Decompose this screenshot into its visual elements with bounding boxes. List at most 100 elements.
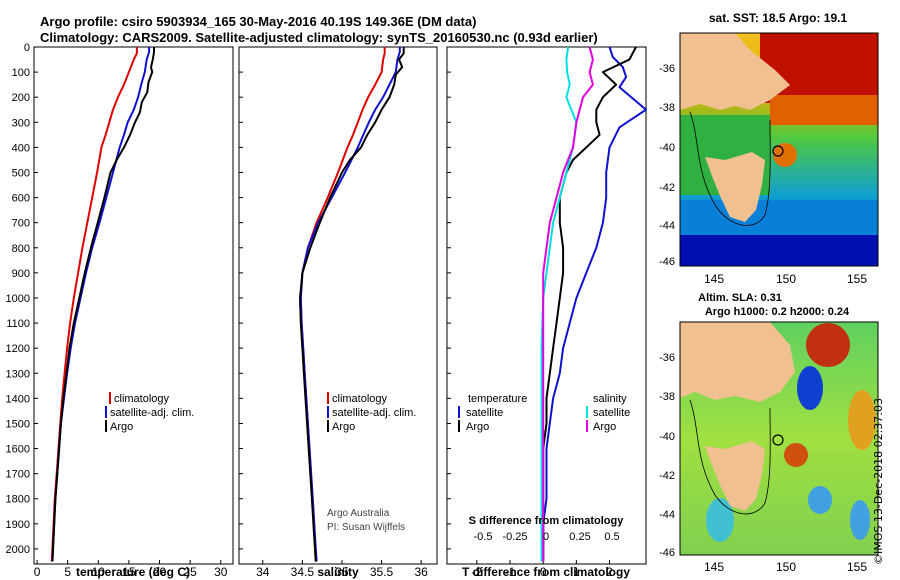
sla-profile-marker bbox=[772, 434, 784, 446]
series-line-argo bbox=[299, 47, 405, 562]
sla-map-title-1: Altim. SLA: 0.31 bbox=[698, 292, 782, 304]
lat-tick: -42 bbox=[659, 182, 675, 194]
header-title-line1: Argo profile: csiro 5903934_165 30-May-2… bbox=[40, 14, 476, 29]
y-tick-label: 1600 bbox=[6, 444, 30, 456]
series-line-s-satellite bbox=[540, 46, 578, 562]
sla-map bbox=[680, 322, 878, 555]
x-tick-label: 25 bbox=[183, 565, 197, 579]
x-tick-label: 10 bbox=[92, 565, 106, 579]
x-tick-label: 35 bbox=[335, 565, 349, 579]
tasmania-land bbox=[705, 152, 765, 222]
annotation-line1: Argo Australia bbox=[327, 508, 390, 519]
sla-low-south bbox=[808, 486, 832, 514]
series-line-s-argo bbox=[542, 46, 594, 562]
legend-s-argo-label: Argo bbox=[593, 421, 616, 433]
tasmania-land bbox=[705, 441, 765, 511]
x-tick-label: 0 bbox=[540, 565, 547, 579]
lat-tick: -42 bbox=[659, 470, 675, 482]
s-tick-label: -0.25 bbox=[502, 531, 527, 543]
lat-tick: -38 bbox=[659, 102, 675, 114]
y-tick-label: 1700 bbox=[6, 469, 30, 481]
difference-legend: temperature satellite Argo salinity sate… bbox=[458, 393, 630, 433]
mainland-land bbox=[680, 33, 790, 110]
mainland-land bbox=[680, 322, 795, 402]
y-tick-label: 2000 bbox=[6, 544, 30, 556]
sla-lon-axis: 145 150 155 bbox=[704, 560, 867, 574]
y-tick-label: 800 bbox=[12, 243, 30, 255]
legend-satellite-label: satellite-adj. clim. bbox=[110, 407, 194, 419]
annotation-line2: PI: Susan Wijffels bbox=[327, 522, 405, 533]
legend-s-satellite-label: satellite bbox=[593, 407, 630, 419]
y-tick-label: 1200 bbox=[6, 343, 30, 355]
lon-tick: 155 bbox=[847, 272, 867, 286]
lat-tick: -46 bbox=[659, 256, 675, 268]
sst-deep-blue bbox=[680, 235, 878, 266]
salinity-panel bbox=[238, 46, 438, 565]
legend-satellite-label: satellite-adj. clim. bbox=[332, 407, 416, 419]
y-tick-label: 1800 bbox=[6, 494, 30, 506]
difference-xlabel: T difference from climatology bbox=[462, 565, 630, 579]
s-axis-ticks: -0.5 -0.25 0 0.25 0.5 bbox=[474, 531, 620, 543]
x-tick-label: 5 bbox=[64, 565, 71, 579]
lon-tick: 150 bbox=[776, 560, 796, 574]
sla-low-west bbox=[706, 498, 734, 542]
sst-lat-axis: -36 -38 -40 -42 -44 -46 bbox=[659, 63, 675, 268]
sla-map-frame bbox=[679, 321, 879, 556]
header-title-line2: Climatology: CARS2009. Satellite-adjuste… bbox=[40, 30, 598, 45]
y-tick-label: 700 bbox=[12, 218, 30, 230]
x-tick-label: 1 bbox=[573, 565, 580, 579]
sla-map-title-2: Argo h1000: 0.2 h2000: 0.24 bbox=[705, 306, 850, 318]
lon-tick: 155 bbox=[847, 560, 867, 574]
shelf-contour bbox=[689, 399, 771, 515]
y-tick-label: 1900 bbox=[6, 519, 30, 531]
legend-t-satellite-label: satellite bbox=[466, 407, 503, 419]
x-tick-label: 34 bbox=[256, 565, 270, 579]
s-tick-label: 0.25 bbox=[569, 531, 590, 543]
s-tick-label: 0.5 bbox=[604, 531, 619, 543]
lat-tick: -40 bbox=[659, 431, 675, 443]
lon-tick: 145 bbox=[704, 560, 724, 574]
x-tick-label: 36 bbox=[414, 565, 428, 579]
temperature-xlabel: temperature (deg C) bbox=[76, 565, 190, 579]
lat-tick: -44 bbox=[659, 509, 675, 521]
y-tick-label: 900 bbox=[12, 268, 30, 280]
x-tick-label: -1 bbox=[505, 565, 516, 579]
series-line-t-satellite bbox=[542, 46, 647, 562]
lon-tick: 150 bbox=[776, 272, 796, 286]
y-tick-label: 1300 bbox=[6, 368, 30, 380]
lat-tick: -44 bbox=[659, 220, 675, 232]
y-tick-label: 500 bbox=[12, 167, 30, 179]
y-tick-label: 200 bbox=[12, 92, 30, 104]
legend-temperature-title: temperature bbox=[468, 393, 527, 405]
y-tick-label: 300 bbox=[12, 117, 30, 129]
x-tick-label: 2 bbox=[606, 565, 613, 579]
legend-argo-label: Argo bbox=[110, 421, 133, 433]
sst-lon-axis: 145 150 155 bbox=[704, 272, 867, 286]
x-tick-label: 0 bbox=[34, 565, 41, 579]
x-tick-label: 34.5 bbox=[291, 565, 315, 579]
y-tick-label: 0 bbox=[24, 42, 30, 54]
temperature-panel bbox=[33, 46, 234, 565]
lat-tick: -36 bbox=[659, 63, 675, 75]
salinity-legend: climatology satellite-adj. clim. Argo bbox=[327, 392, 416, 433]
sla-low-southeast bbox=[850, 500, 870, 540]
legend-t-argo-label: Argo bbox=[466, 421, 489, 433]
y-tick-label: 1500 bbox=[6, 418, 30, 430]
sla-lat-axis: -36 -38 -40 -42 -44 -46 bbox=[659, 352, 675, 559]
legend-argo-label: Argo bbox=[332, 421, 355, 433]
sst-eddy bbox=[773, 143, 797, 167]
s-tick-label: -0.5 bbox=[474, 531, 493, 543]
legend-climatology-label: climatology bbox=[332, 393, 388, 405]
lat-tick: -40 bbox=[659, 142, 675, 154]
sst-profile-marker bbox=[772, 145, 784, 157]
y-tick-label: 400 bbox=[12, 142, 30, 154]
y-tick-label: 600 bbox=[12, 193, 30, 205]
y-tick-label: 100 bbox=[12, 67, 30, 79]
temperature-legend: climatology satellite-adj. clim. Argo bbox=[105, 392, 194, 433]
salinity-xlabel: salinity bbox=[317, 565, 359, 579]
x-tick-label: 20 bbox=[153, 565, 167, 579]
x-tick-label: 35.5 bbox=[370, 565, 394, 579]
y-tick-label: 1000 bbox=[6, 293, 30, 305]
